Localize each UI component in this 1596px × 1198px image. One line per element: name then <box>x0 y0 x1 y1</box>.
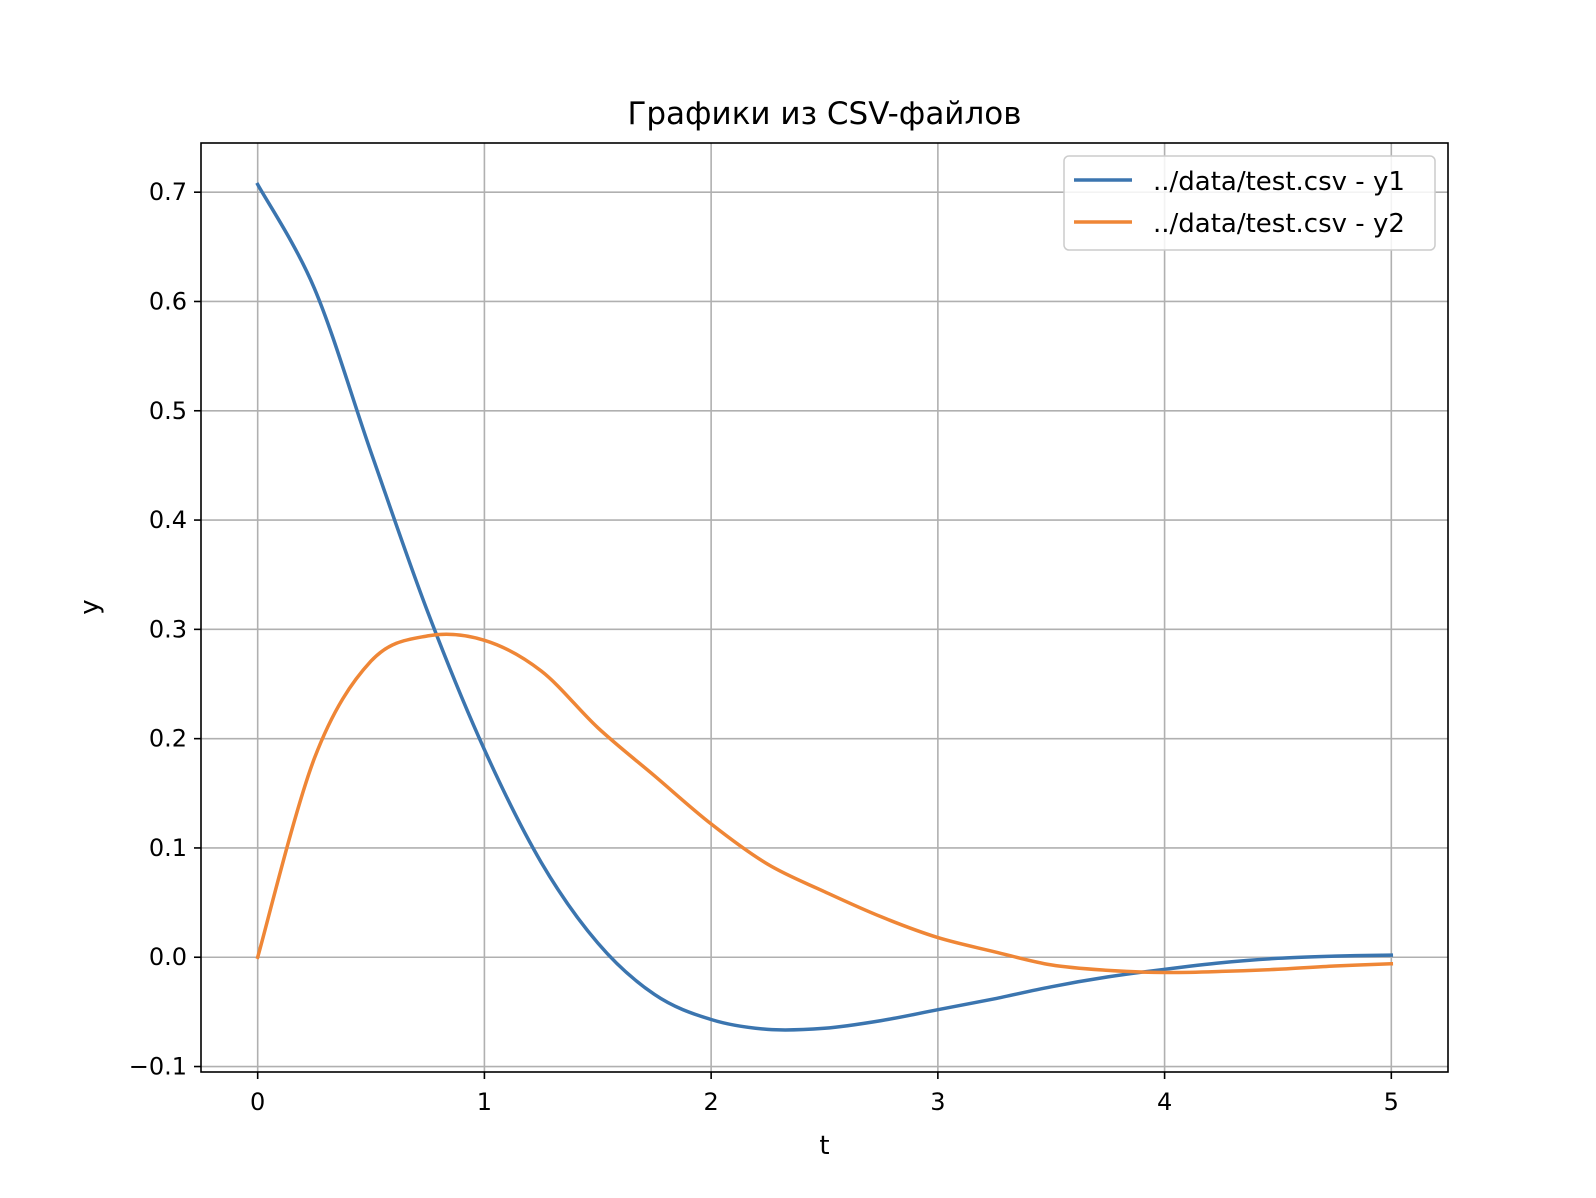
y-tick-label: 0.7 <box>149 178 187 206</box>
y-tick-label: 0.4 <box>149 506 187 534</box>
legend: ../data/test.csv - y1 ../data/test.csv -… <box>1063 155 1436 251</box>
legend-box <box>1063 155 1436 251</box>
y-tick-label: −0.1 <box>129 1053 187 1081</box>
axis-ticks: 0 1 2 3 4 5 −0.1 0.0 0.1 0.2 0.3 0.4 0.5 0.6 0.7 <box>129 178 1399 1116</box>
chart-title: Графики из CSV-файлов <box>627 96 1021 132</box>
x-tick-label: 0 <box>250 1088 265 1116</box>
plot-frame <box>200 142 1449 1073</box>
legend-label-y1: ../data/test.csv - y1 <box>1153 167 1405 197</box>
y-tick-label: 0.0 <box>149 943 187 971</box>
y-tick-label: 0.5 <box>149 397 187 425</box>
grid-lines <box>201 143 1448 1072</box>
y-tick-label: 0.1 <box>149 834 187 862</box>
series-layer <box>255 182 1394 1032</box>
x-tick-label: 5 <box>1384 1088 1399 1116</box>
y-tick-label: 0.3 <box>149 615 187 643</box>
y-axis-label: y <box>75 599 105 614</box>
legend-label-y2: ../data/test.csv - y2 <box>1153 209 1405 239</box>
series-line-y2 <box>255 632 1394 975</box>
y-tick-label: 0.6 <box>149 287 187 315</box>
x-tick-label: 1 <box>477 1088 492 1116</box>
x-tick-label: 3 <box>930 1088 945 1116</box>
series-line-y1 <box>255 182 1394 1032</box>
x-axis-label: t <box>819 1131 829 1161</box>
x-tick-label: 2 <box>703 1088 718 1116</box>
y-tick-label: 0.2 <box>149 725 187 753</box>
x-tick-label: 4 <box>1157 1088 1172 1116</box>
